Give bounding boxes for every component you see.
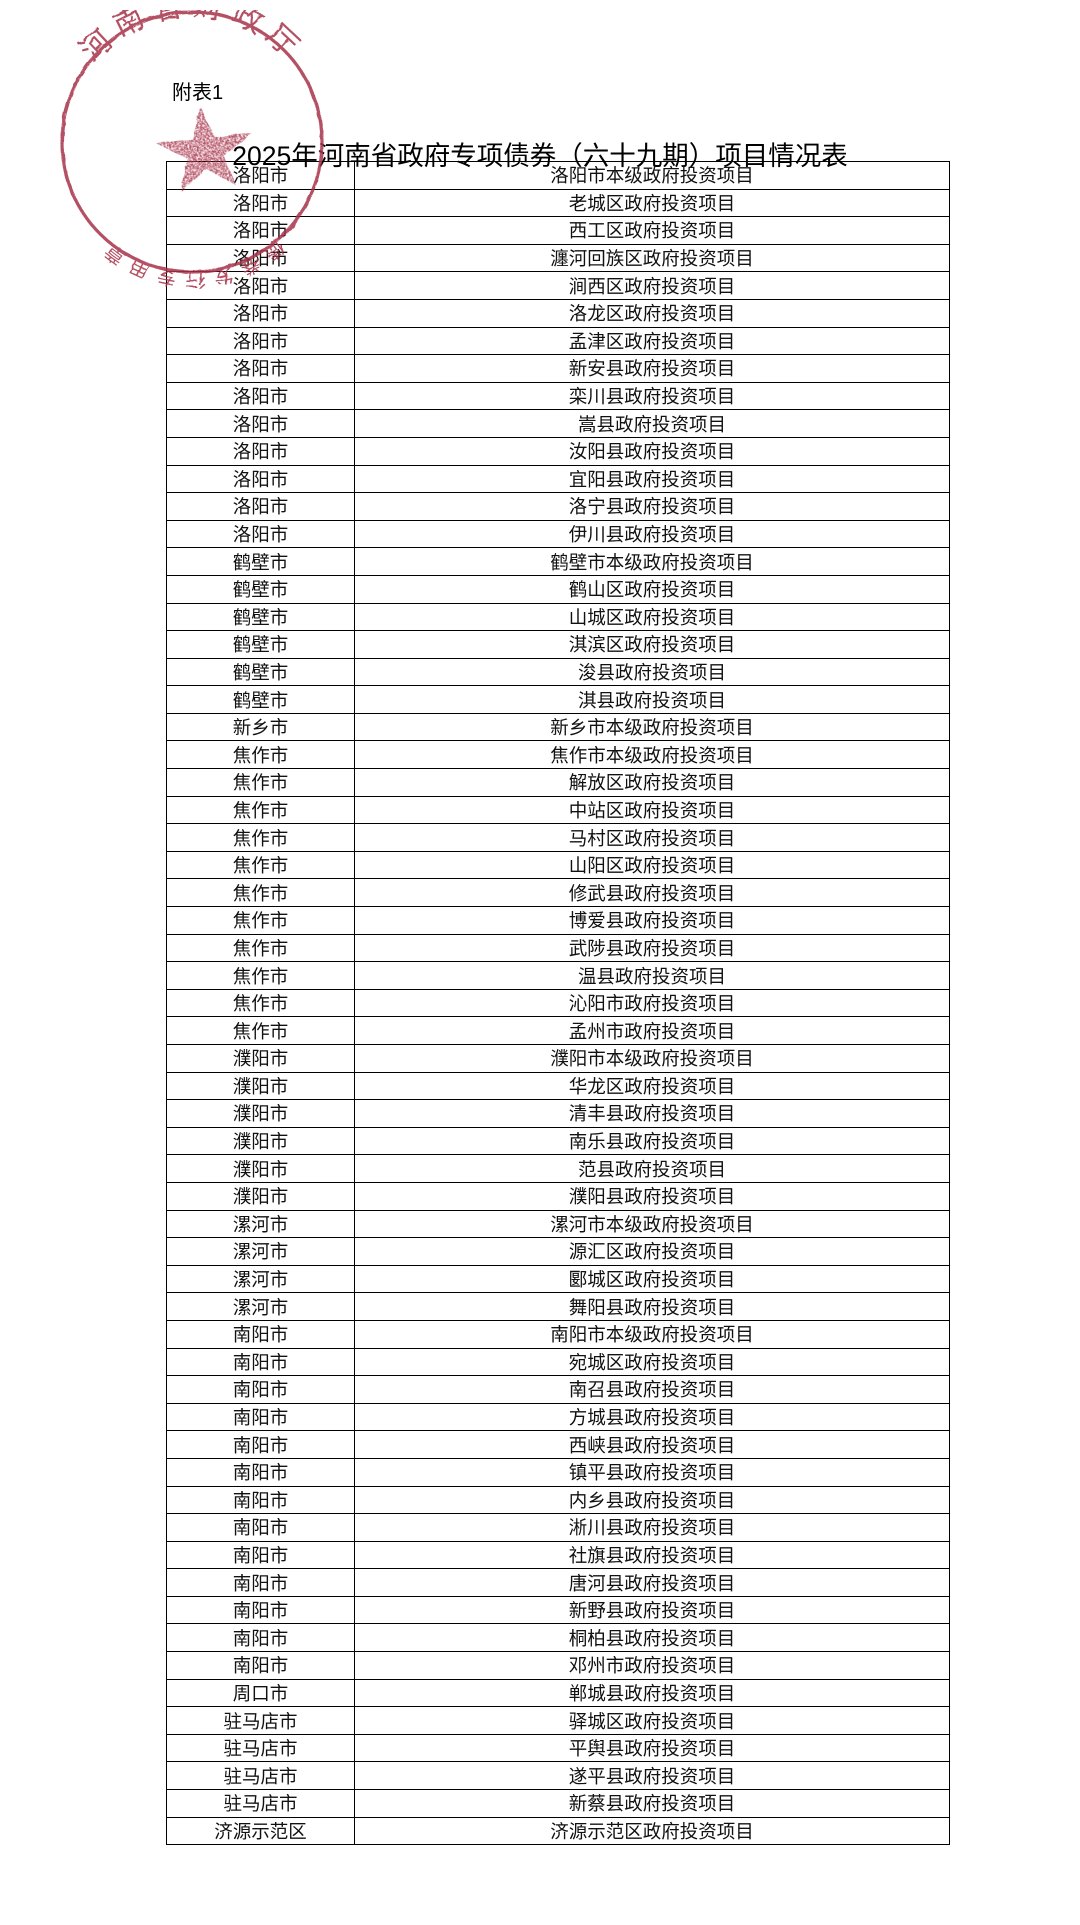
svg-text:河南省财政厅: 河南省财政厅 (74, 10, 310, 68)
svg-text:债券发行专用章: 债券发行专用章 (95, 235, 289, 290)
